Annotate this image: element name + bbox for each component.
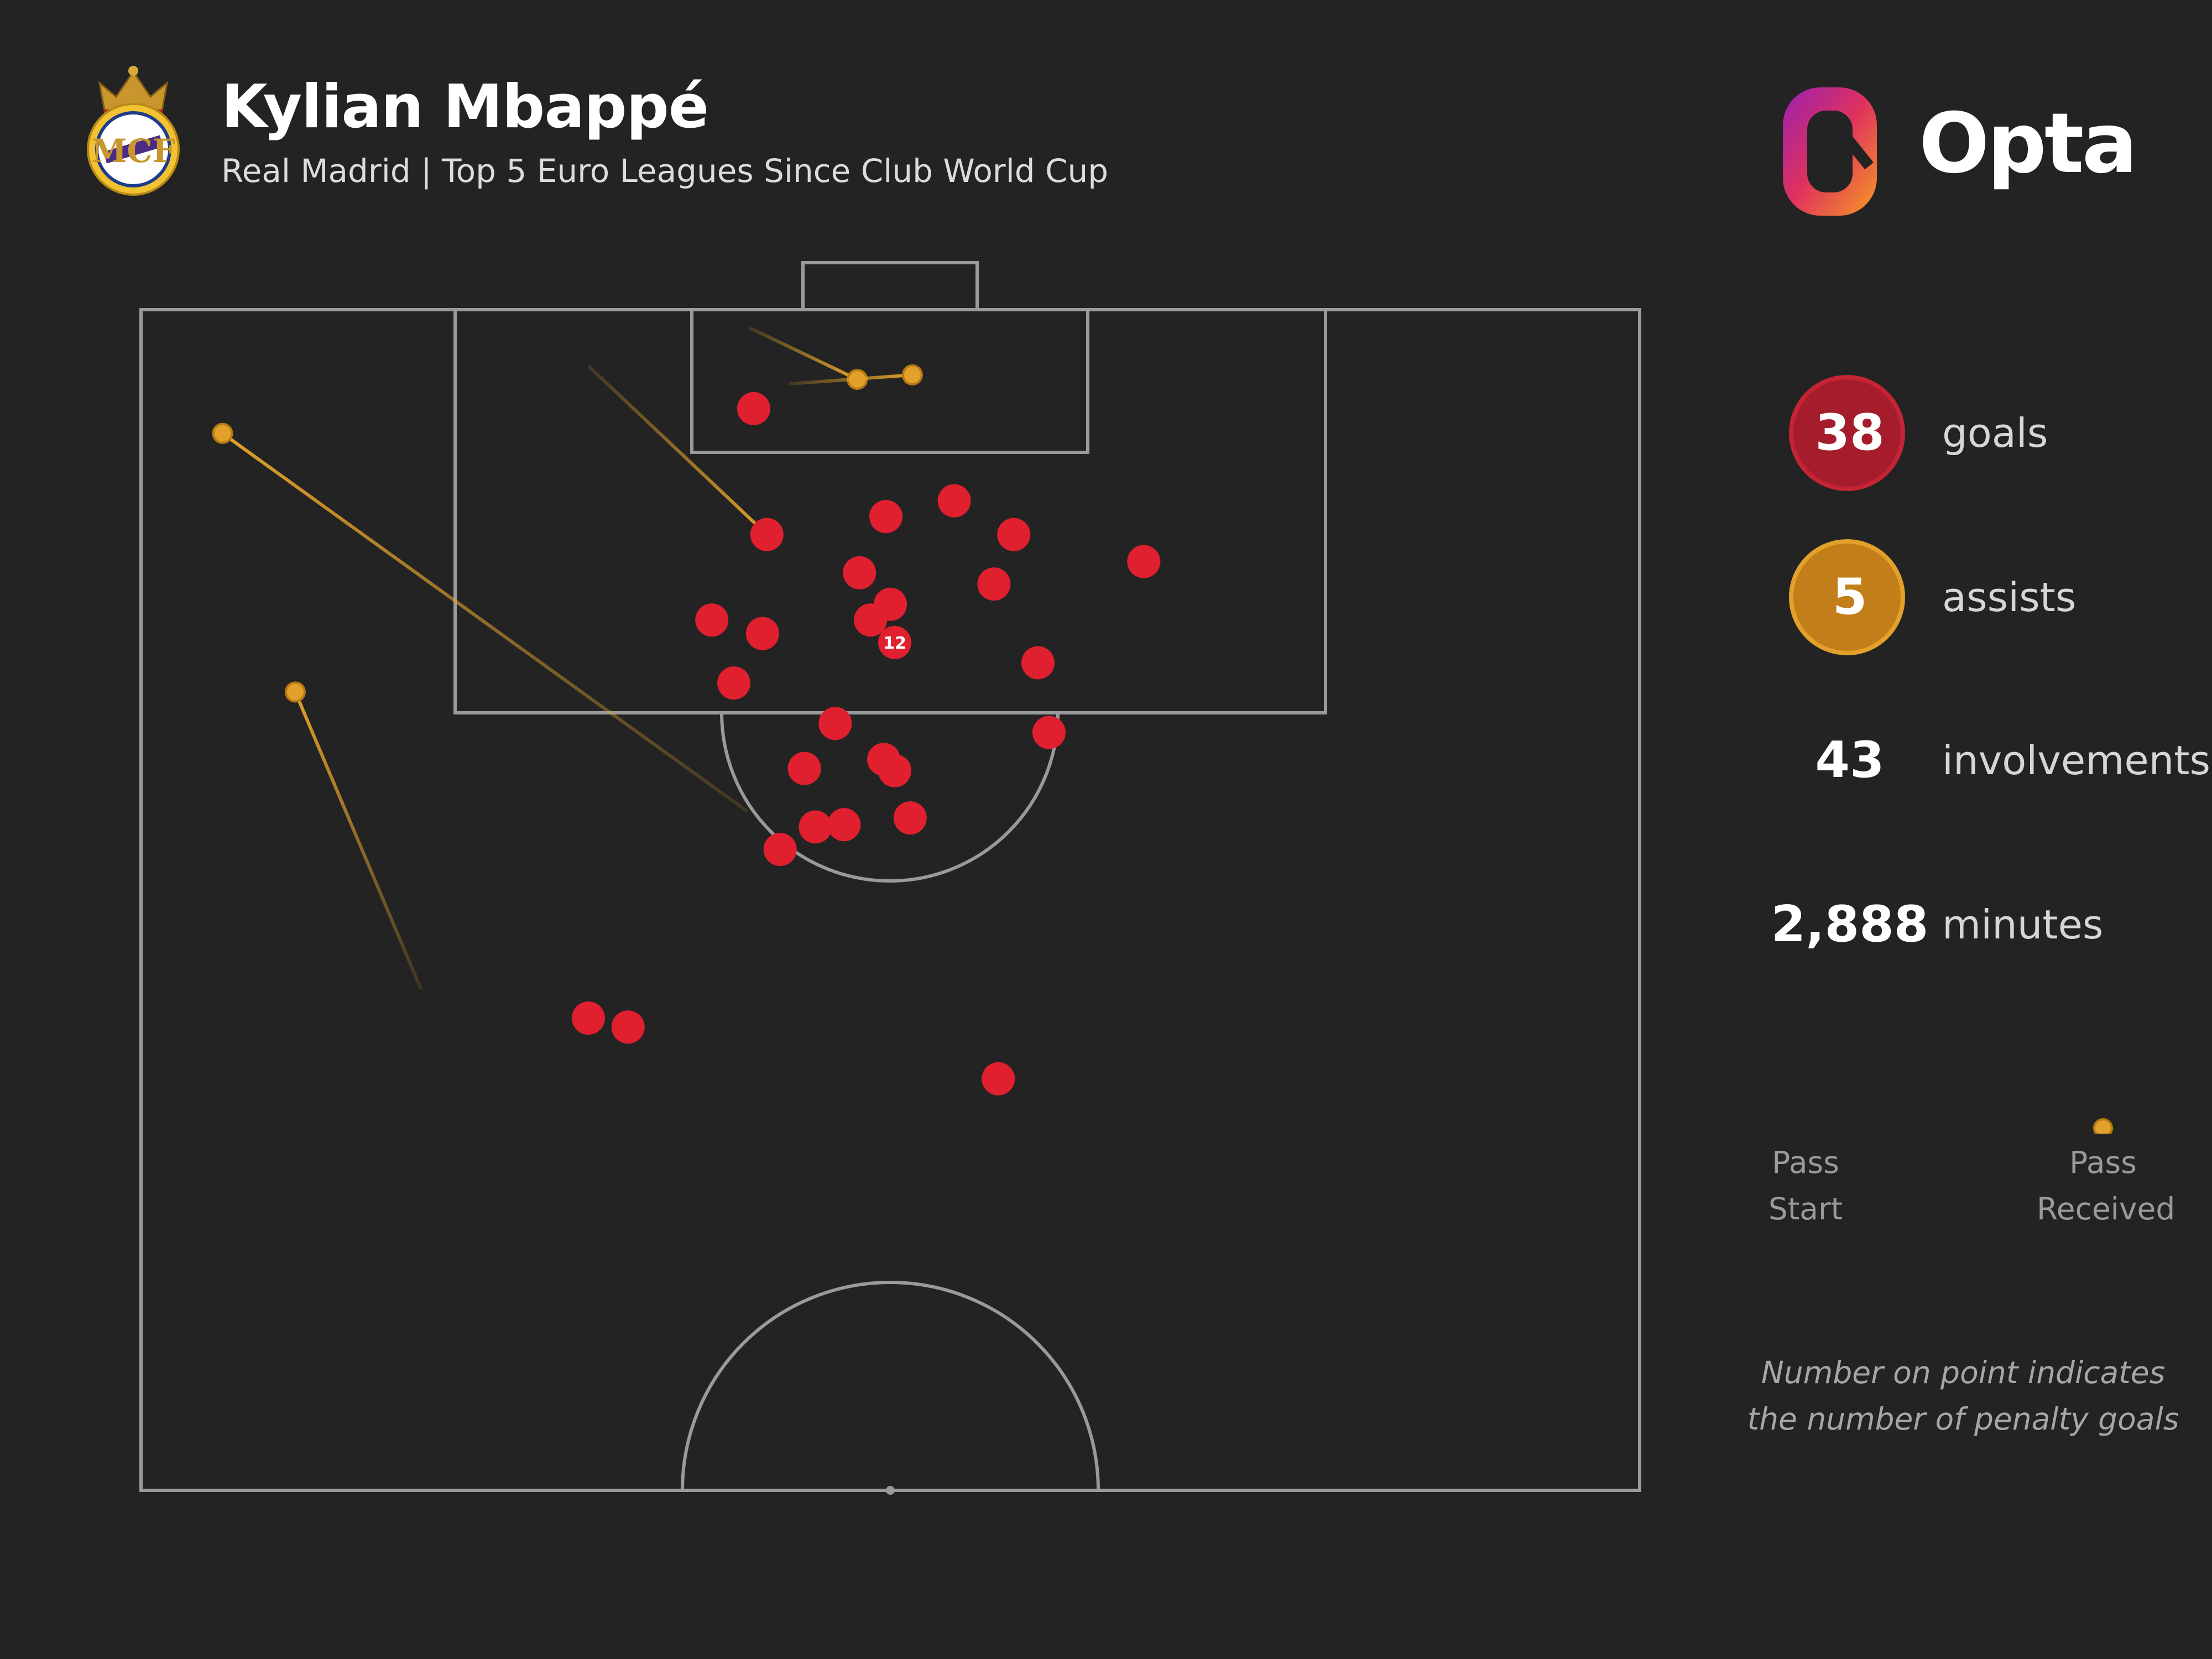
legend-pass-received-label: Pass Received (2037, 1145, 2176, 1227)
goals-circle (1789, 375, 1905, 491)
goal-shot-point (869, 500, 903, 534)
six-yard-box (690, 308, 1089, 454)
pitch-boundary (139, 308, 1641, 1492)
goal-shot-point (937, 484, 971, 518)
assist-pass-line (587, 364, 768, 536)
goal (801, 261, 979, 311)
involvements-stat: 43 involvements (1770, 702, 2212, 830)
assists-label: assists (1942, 574, 2077, 620)
assists-value: 5 (1832, 568, 1867, 626)
goal-shot-point (717, 666, 751, 700)
goal-shot-point (799, 810, 832, 844)
goal-shot-point (997, 518, 1031, 551)
goal-shot-point (874, 587, 907, 621)
goal-shot-point (787, 752, 821, 785)
goals-label: goals (1942, 410, 2048, 456)
involvements-label: involvements (1942, 737, 2211, 784)
goal-shot-point (818, 707, 852, 740)
goal-shot-point (1127, 545, 1161, 578)
goal-shot-point (745, 617, 779, 650)
minutes-value: 2,888 (1771, 895, 1929, 953)
chart-subtitle: Real Madrid | Top 5 Euro Leagues Since C… (221, 152, 1109, 190)
brand-name: Opta (1919, 96, 2138, 192)
penalty-arc (720, 712, 1060, 883)
goal-shot-point (737, 392, 770, 425)
pitch-lines (139, 261, 1641, 1495)
assist-pass-received-point (212, 422, 233, 444)
assist-pass-line (789, 373, 913, 386)
goal-shot-point (763, 833, 797, 866)
goal-shot-point (827, 808, 861, 842)
involvements-value: 43 (1815, 731, 1885, 789)
goal-shot-point (878, 754, 911, 787)
goal-shot-point (893, 801, 927, 835)
assists-circle (1789, 539, 1905, 655)
goal-shot-point (977, 567, 1011, 601)
assists-stat: 5 assists (1770, 539, 2212, 666)
centre-circle (681, 1281, 1100, 1491)
goal-shot-point (1021, 646, 1055, 680)
assist-pass-line (294, 691, 422, 990)
minutes-stat: 2,888 minutes (1770, 867, 2212, 994)
centre-spot (886, 1486, 895, 1495)
goal-shot-point (695, 603, 729, 637)
legend-pass-start-label: Pass Start (1768, 1145, 1843, 1227)
goal-shot-point (878, 625, 911, 659)
goal-shot-point (750, 518, 784, 551)
goal-shot-point (1032, 716, 1066, 749)
goal-layer: 12 (572, 392, 1161, 1095)
goal-shot-point (843, 556, 877, 589)
penalty-goals-label: 12 (883, 634, 906, 653)
assist-pass-line (221, 432, 748, 813)
goals-stat: 38 goals (1770, 375, 2212, 502)
opta-logo-icon (1783, 87, 1877, 216)
legend-pass-line (1806, 1118, 2113, 1134)
goals-value: 38 (1815, 404, 1885, 462)
goal-shot-point (982, 1062, 1015, 1095)
goal-shot-point (572, 1001, 606, 1035)
minutes-label: minutes (1942, 901, 2104, 948)
svg-text:MCF: MCF (91, 132, 175, 170)
assist-pass-received-point (901, 364, 923, 385)
goal-shot-point (611, 1010, 645, 1044)
chart-title: Kylian Mbappé (221, 72, 709, 142)
real-madrid-crest-icon: MCF (87, 66, 180, 196)
penalty-note: Number on point indicates the number of … (1747, 1355, 2179, 1437)
assist-layer (212, 326, 923, 990)
assist-pass-received-point (284, 681, 306, 703)
assist-pass-line (748, 326, 858, 381)
pass-legend: Pass Start Pass Received (1753, 1100, 2195, 1244)
legend-pass-end-marker (2093, 1118, 2113, 1134)
